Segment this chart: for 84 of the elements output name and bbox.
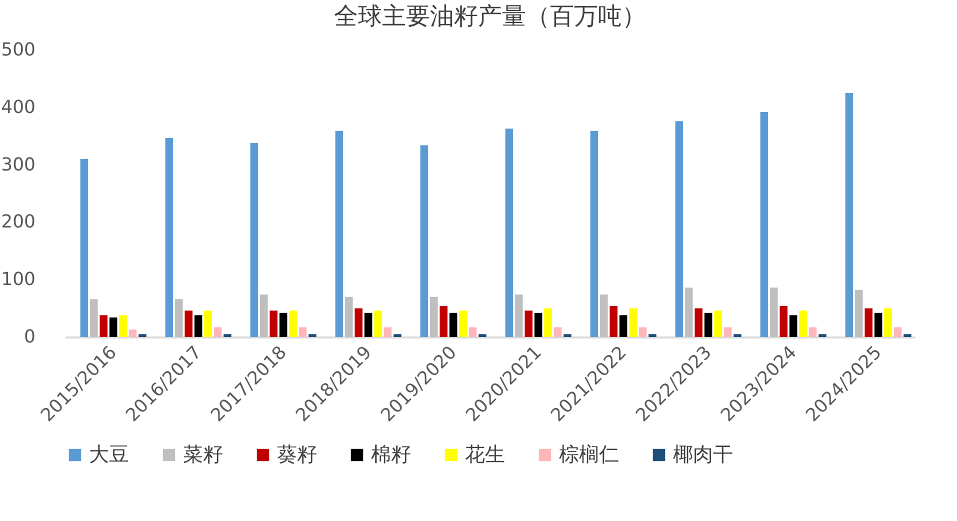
bar <box>619 315 628 337</box>
bar <box>818 334 826 337</box>
bar <box>194 315 202 337</box>
bar <box>534 312 542 337</box>
chart-title: 全球主要油籽产量（百万吨） <box>334 2 646 30</box>
bar <box>629 308 637 337</box>
legend-label: 大豆 <box>89 442 129 466</box>
bar <box>780 306 788 337</box>
bar <box>675 121 684 337</box>
bar <box>808 327 817 337</box>
y-tick-label: 0 <box>24 326 36 348</box>
bar <box>515 294 523 337</box>
bar <box>760 112 768 337</box>
bar <box>544 308 552 337</box>
bar <box>524 310 532 337</box>
y-tick-label: 300 <box>1 154 36 176</box>
bar <box>165 138 174 337</box>
bar <box>354 308 362 337</box>
bar <box>308 334 316 337</box>
legend-label: 菜籽 <box>183 442 223 466</box>
bar <box>564 334 572 337</box>
bar <box>364 312 372 337</box>
legend-label: 棕榈仁 <box>559 442 619 466</box>
bar <box>270 310 278 337</box>
bar <box>384 327 392 337</box>
bar <box>554 327 562 337</box>
bar <box>799 310 807 337</box>
bar <box>80 159 88 337</box>
bar <box>175 299 183 337</box>
bar <box>894 327 902 337</box>
bar <box>770 288 778 337</box>
bar <box>289 310 297 337</box>
bar <box>845 93 854 337</box>
bar <box>724 327 732 337</box>
bar <box>279 312 288 337</box>
bar <box>449 312 458 337</box>
bar <box>90 299 98 337</box>
bar <box>884 308 892 337</box>
bar <box>128 330 137 337</box>
bar <box>214 327 222 337</box>
bar <box>468 327 477 337</box>
bar <box>298 327 307 337</box>
legend-label: 花生 <box>465 442 505 466</box>
bar <box>734 334 742 337</box>
y-tick-label: 200 <box>1 212 36 233</box>
legend-label: 椰肉干 <box>673 442 733 466</box>
bar <box>864 308 872 337</box>
bar <box>374 310 382 337</box>
bar <box>610 306 618 337</box>
bar <box>874 312 882 337</box>
bar <box>789 315 798 337</box>
bar <box>119 315 127 337</box>
bar <box>714 310 722 337</box>
bar <box>430 296 438 337</box>
bar <box>394 334 402 337</box>
bar <box>704 312 712 337</box>
bar <box>478 334 486 337</box>
bar <box>224 334 232 337</box>
bar <box>459 310 467 337</box>
bar <box>204 310 212 337</box>
bar <box>250 142 258 337</box>
bar <box>648 334 656 337</box>
bar <box>505 128 514 337</box>
y-tick-label: 100 <box>1 269 36 290</box>
bar <box>335 130 344 337</box>
y-tick-label: 400 <box>1 96 36 118</box>
bar <box>855 290 863 337</box>
bar <box>904 334 912 337</box>
bar <box>440 306 448 337</box>
bar <box>685 288 693 337</box>
bar <box>100 315 108 337</box>
bar <box>345 296 353 337</box>
bar <box>600 294 608 337</box>
bar <box>638 327 647 337</box>
bar <box>109 317 118 337</box>
bar <box>590 130 598 337</box>
legend-label: 棉籽 <box>371 442 411 466</box>
bar <box>694 308 702 337</box>
bar <box>260 294 268 337</box>
bar <box>420 145 428 337</box>
bar <box>138 334 146 337</box>
bar <box>184 310 192 337</box>
legend-label: 葵籽 <box>277 442 317 466</box>
y-tick-label: 500 <box>1 40 36 60</box>
